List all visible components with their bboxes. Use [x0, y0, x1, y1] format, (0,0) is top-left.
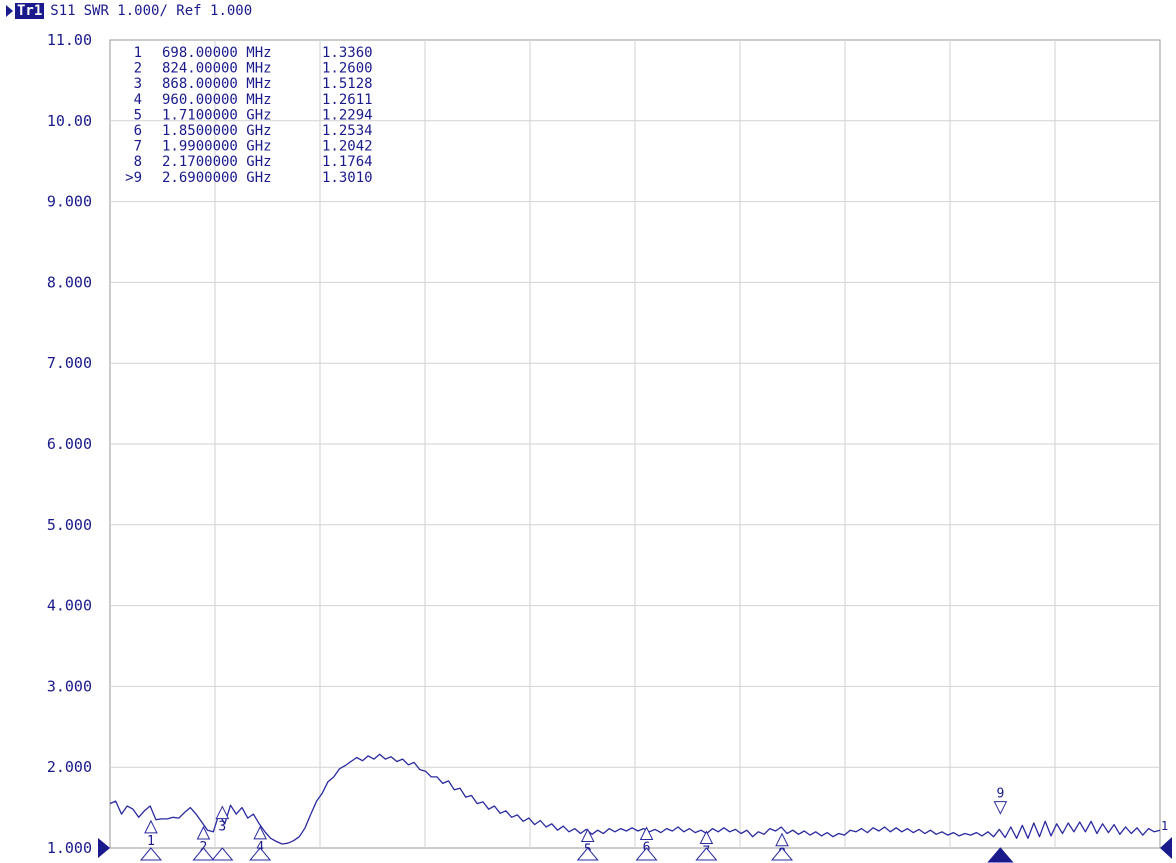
- marker-triangle-icon[interactable]: [699, 830, 714, 845]
- stimulus-marker-triangle-icon[interactable]: [635, 847, 658, 861]
- y-tick-label: 4.000: [47, 597, 92, 615]
- stimulus-marker-triangle-icon[interactable]: [770, 847, 794, 861]
- marker-triangle-icon[interactable]: [144, 819, 158, 834]
- marker-table-frequency: 868.00000 MHz: [162, 76, 272, 92]
- marker-table-frequency: 1.8500000 GHz: [162, 123, 272, 139]
- y-tick-label: 8.000: [47, 273, 92, 291]
- marker-table-number: 7: [134, 139, 142, 155]
- stimulus-marker-triangle-icon[interactable]: [139, 847, 163, 861]
- right-reference-label: 1: [1161, 819, 1168, 833]
- y-tick-label: 7.000: [47, 354, 92, 372]
- y-tick-label: 11.00: [47, 31, 92, 49]
- y-tick-label: 1.000: [47, 839, 92, 857]
- marker-table-frequency: 1.9900000 GHz: [162, 139, 272, 155]
- marker-table-value: 1.1764: [322, 154, 373, 170]
- active-stimulus-marker-triangle-icon[interactable]: [987, 847, 1014, 863]
- stimulus-marker-triangle-icon[interactable]: [211, 847, 234, 861]
- trace-group: [109, 753, 1161, 845]
- trace-header: Tr1 S11 SWR 1.000/ Ref 1.000: [0, 0, 1176, 22]
- active-marker-triangle-icon[interactable]: [993, 801, 1008, 815]
- marker-table-value: 1.2600: [322, 61, 373, 77]
- marker-table-frequency: 960.00000 MHz: [162, 92, 272, 108]
- marker-number-label: 9: [996, 787, 1004, 802]
- marker-table-number: 8: [134, 154, 142, 170]
- stimulus-marker-triangle-icon[interactable]: [576, 847, 599, 861]
- y-tick-label: 6.000: [47, 435, 92, 453]
- y-tick-label: 9.000: [47, 193, 92, 211]
- marker-triangle-icon[interactable]: [580, 828, 595, 842]
- marker-table-frequency: 1.7100000 GHz: [162, 107, 272, 123]
- marker-table-number: 3: [134, 76, 142, 92]
- y-tick-label: 5.000: [47, 516, 92, 534]
- marker-table-value: 1.2042: [322, 139, 373, 155]
- y-tick-label: 3.000: [47, 677, 92, 695]
- marker-triangle-icon[interactable]: [215, 805, 230, 820]
- marker-triangle-icon[interactable]: [639, 826, 654, 841]
- marker-table-number: 6: [134, 123, 142, 139]
- chart-grid: [109, 39, 1161, 849]
- marker-table-number: 2: [134, 61, 142, 77]
- marker-table-frequency: 2.1700000 GHz: [162, 154, 272, 170]
- active-trace-arrow-icon: [6, 5, 13, 17]
- y-axis-ticks: 1.000 2.000 3.000 4.000 5.000 6.000 7.000 8.000…: [47, 31, 92, 857]
- marker-table-number: 5: [134, 107, 142, 123]
- marker-table-frequency: 824.00000 MHz: [162, 61, 272, 77]
- marker-table-value: 1.3010: [322, 170, 373, 186]
- left-reference-arrow-icon: [98, 838, 110, 858]
- stimulus-marker-triangle-icon[interactable]: [192, 847, 215, 861]
- marker-triangle-icon[interactable]: [196, 825, 211, 840]
- trace-badge[interactable]: Tr1: [15, 3, 45, 19]
- marker-table-number: 4: [134, 92, 142, 108]
- marker-table-frequency: 698.00000 MHz: [162, 45, 272, 61]
- marker-table-value: 1.3360: [322, 45, 373, 61]
- marker-table-value: 1.2534: [322, 123, 373, 139]
- marker-group: 123456789: [139, 787, 1014, 863]
- stimulus-marker-triangle-icon[interactable]: [249, 847, 272, 861]
- stimulus-marker-triangle-icon[interactable]: [695, 847, 718, 861]
- right-reference-arrow-icon: [1160, 837, 1172, 859]
- marker-number-label: 1: [147, 834, 155, 849]
- marker-table-frequency: 2.6900000 GHz: [162, 170, 272, 186]
- swr-trace-line: [109, 753, 1161, 845]
- marker-table-number: 1: [134, 45, 142, 61]
- measurement-label: S11: [50, 3, 76, 19]
- marker-table-value: 1.5128: [322, 76, 373, 92]
- marker-table-value: 1.2611: [322, 92, 373, 108]
- marker-table-number: >9: [125, 170, 142, 186]
- marker-triangle-icon[interactable]: [253, 825, 267, 840]
- marker-number-label: 3: [218, 820, 226, 835]
- marker-table: 1 698.00000 MHz 1.3360 2 824.00000 MHz 1.2600…: [125, 45, 372, 186]
- y-tick-label: 10.00: [47, 112, 92, 130]
- y-tick-label: 2.000: [47, 758, 92, 776]
- marker-table-value: 1.2294: [322, 107, 373, 123]
- marker-triangle-icon[interactable]: [775, 832, 789, 847]
- format-label: SWR 1.000/ Ref 1.000: [83, 3, 253, 19]
- reference-indicators: 1: [98, 819, 1172, 859]
